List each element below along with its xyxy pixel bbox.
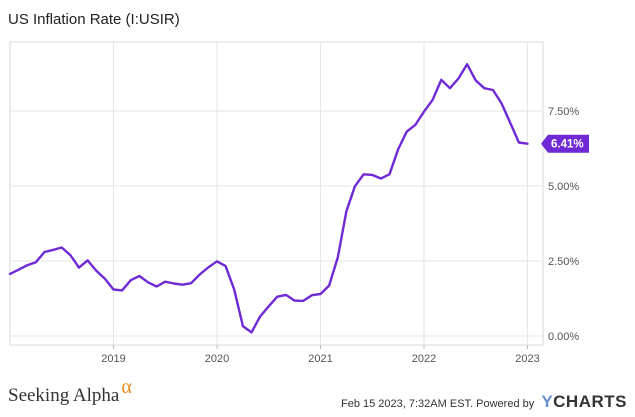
x-tick-label: 2022 [412, 353, 436, 365]
x-tick-label: 2019 [101, 353, 125, 365]
alpha-symbol: α [121, 376, 132, 398]
y-tick-label: 2.50% [548, 256, 579, 268]
seeking-alpha-text: Seeking Alpha [8, 385, 120, 406]
plot-border [9, 41, 544, 346]
y-tick-label: 5.00% [548, 181, 579, 193]
last-value-badge-shape [541, 134, 589, 153]
ycharts-y: Y [541, 392, 554, 411]
grid-lines [9, 41, 544, 349]
footer-credit: Feb 15 2023, 7:32AM EST. Powered by YCHA… [341, 392, 627, 412]
y-tick-label: 7.50% [548, 106, 579, 118]
y-tick-labels: 0.00% 2.50% 5.00% 7.50% [548, 106, 579, 343]
x-tick-label: 2020 [205, 353, 229, 365]
inflation-line [8, 63, 529, 334]
powered-by: Powered by [476, 398, 535, 410]
x-tick-labels: 2019 2020 2021 2022 2023 [101, 353, 539, 365]
x-tick-label: 2021 [308, 353, 332, 365]
y-tick-label: 0.00% [548, 331, 579, 343]
x-tick-label: 2023 [515, 353, 539, 365]
timestamp: Feb 15 2023, 7:32AM EST. [341, 398, 474, 410]
ycharts-logo: YCHARTS [541, 392, 627, 411]
seeking-alpha-logo: Seeking Alpha α [8, 376, 132, 407]
last-value-label: 6.41% [551, 139, 584, 151]
ycharts-text: CHARTS [553, 392, 627, 411]
last-value-badge: 6.41% [541, 134, 589, 153]
chart-title: US Inflation Rate (I:USIR) [8, 11, 180, 28]
